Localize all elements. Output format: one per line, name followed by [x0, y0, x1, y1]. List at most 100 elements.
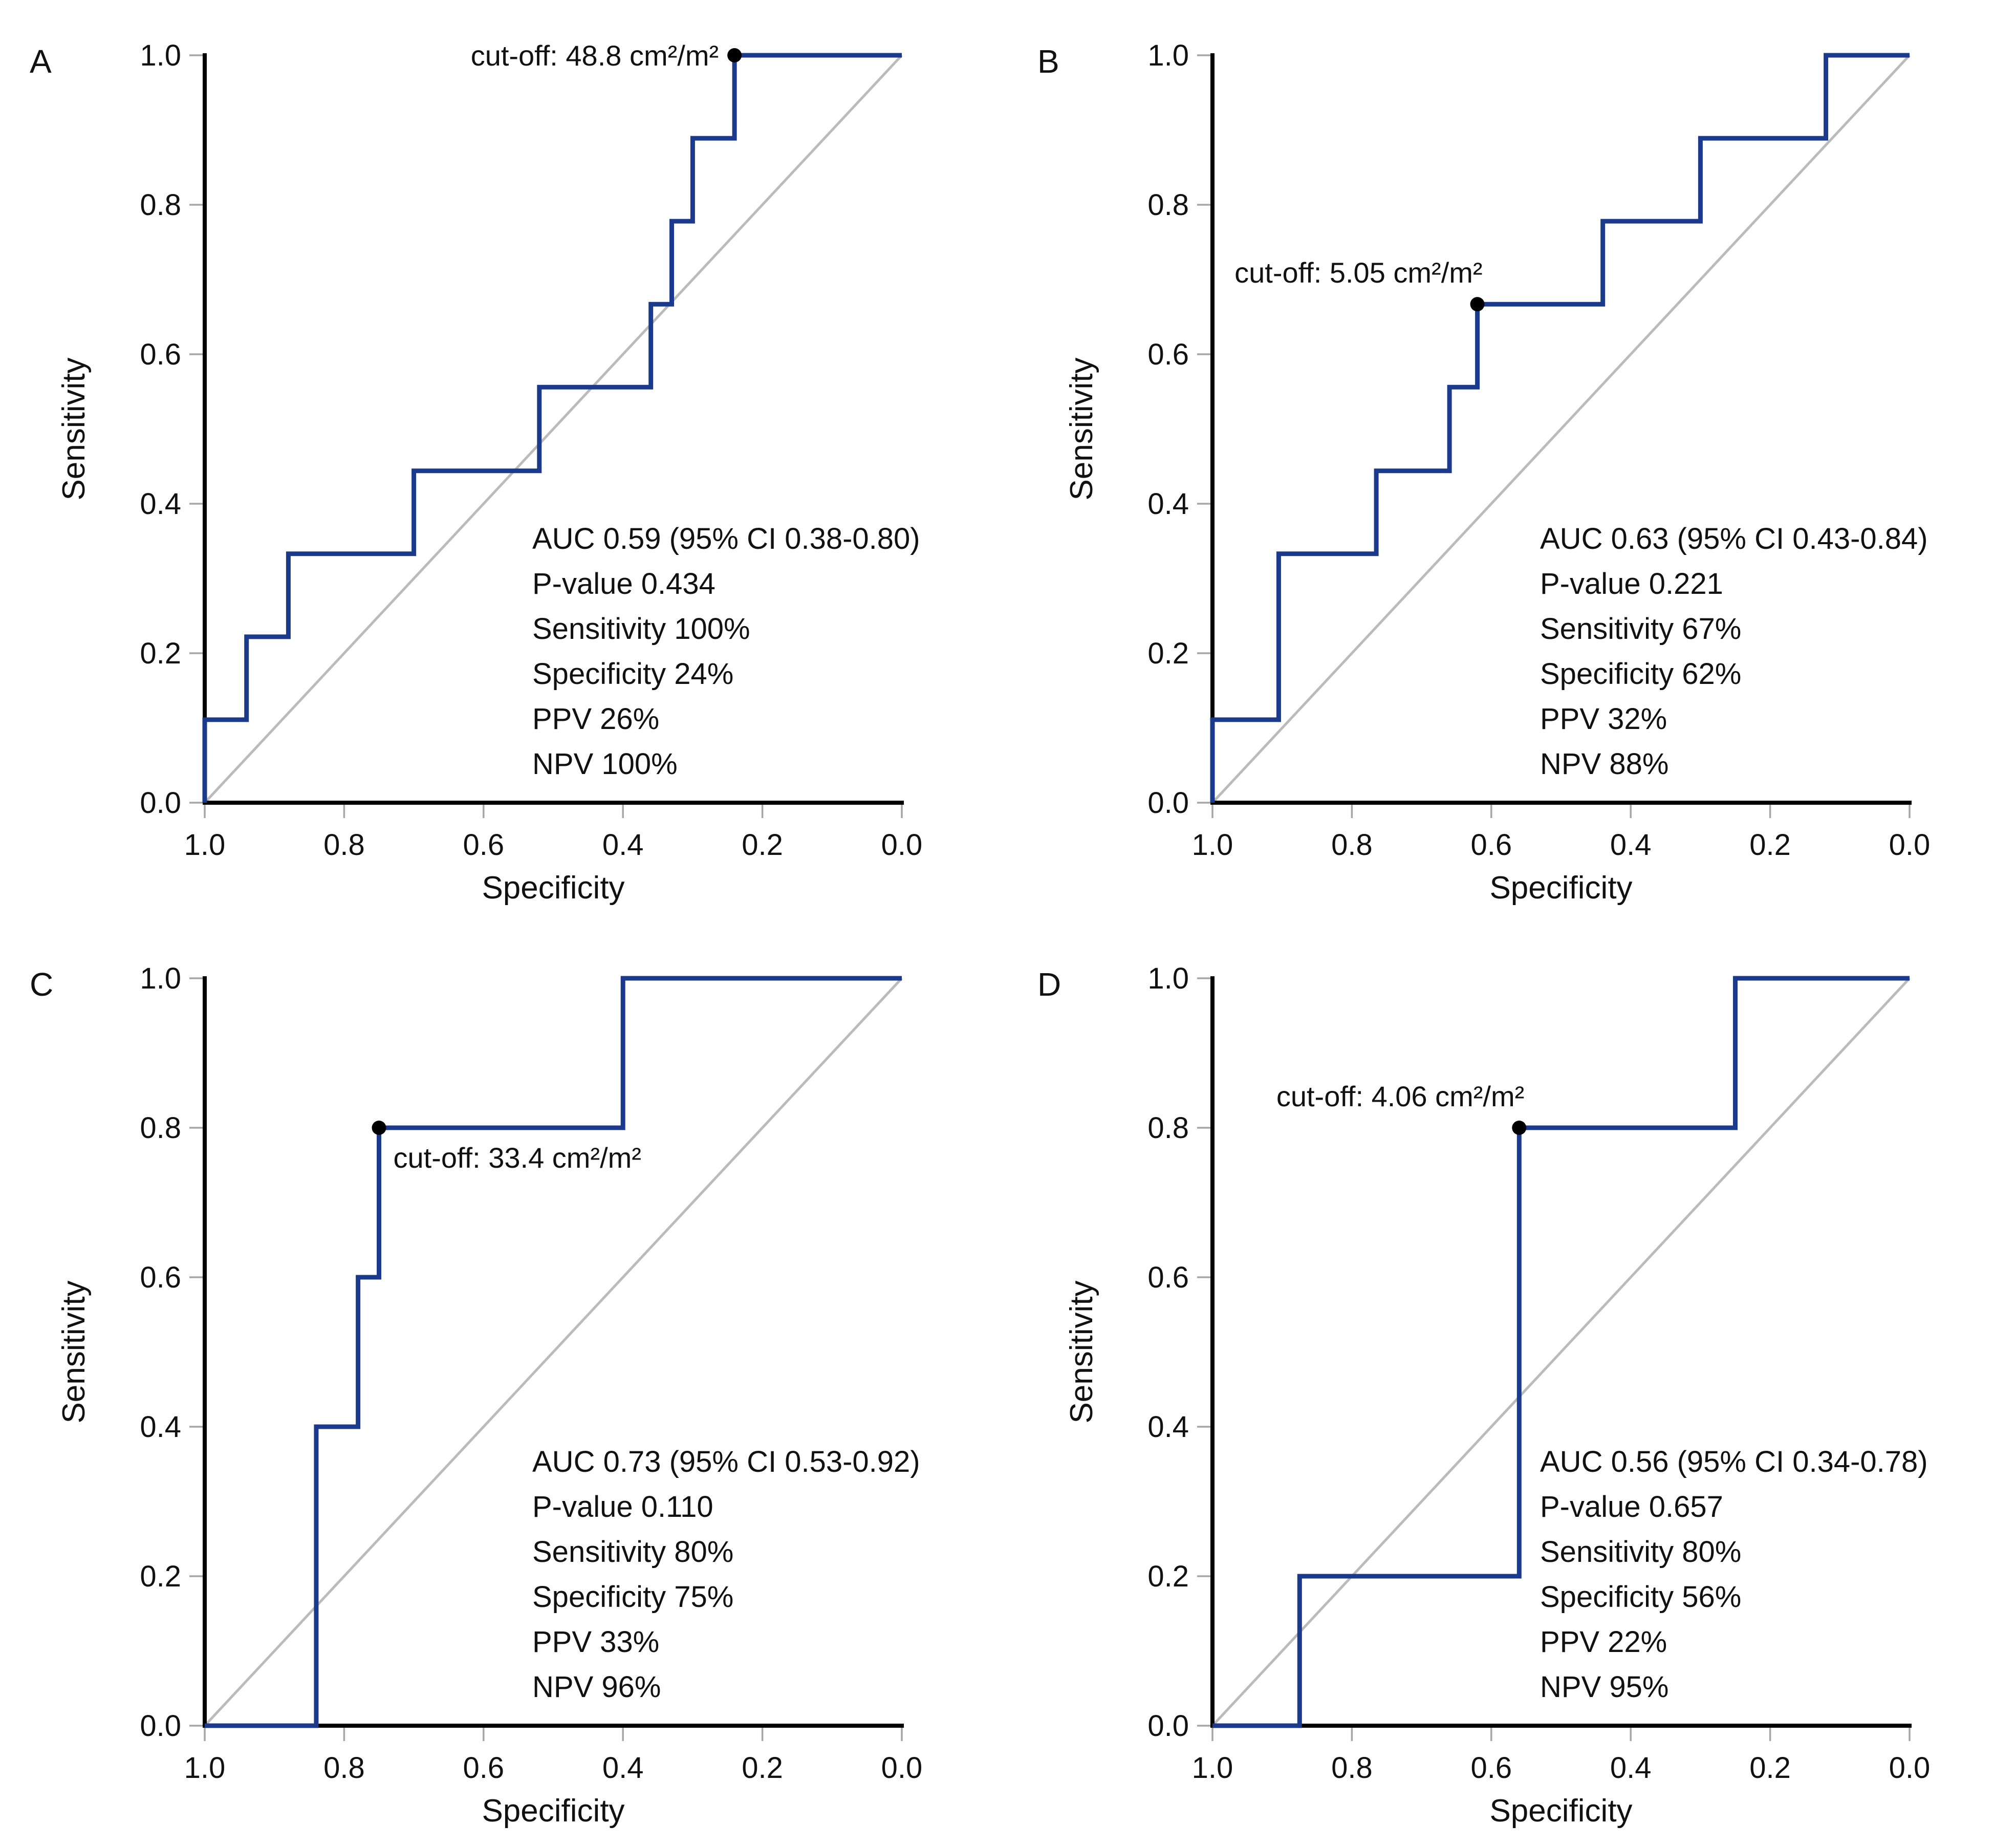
stats-line: AUC 0.56 (95% CI 0.34-0.78): [1540, 1445, 1928, 1478]
roc-chart-d: 1.0 0.8 0.6 0.4 0.2 0.0 0.0 0.2 0.4 0.6 0.8 1.0 cut-…: [1037, 962, 1930, 1829]
x-axis-tick-label: 0.6: [1470, 828, 1512, 862]
stats-line: AUC 0.59 (95% CI 0.38-0.80): [532, 522, 920, 555]
x-axis-tick-label: 0.2: [1749, 1751, 1791, 1785]
cutoff-point-marker: [1512, 1121, 1527, 1135]
x-axis-tick-label: 0.0: [881, 828, 923, 862]
cutoff-point-marker: [372, 1121, 386, 1135]
y-axis-tick-label: 1.0: [140, 962, 181, 995]
y-axis-tick-label: 1.0: [140, 39, 181, 72]
y-axis-tick-label: 0.6: [140, 1261, 181, 1294]
roc-chart-a: 1.0 0.8 0.6 0.4 0.2 0.0 0.0 0.2 0.4 0.6 0.8 1.0 cut-…: [30, 39, 923, 906]
panel-letter: C: [30, 966, 53, 1003]
roc-curve: [1210, 53, 1910, 803]
cutoff-label: cut-off: 4.06 cm²/m²: [1276, 1080, 1524, 1112]
stats-line: NPV 95%: [1540, 1670, 1668, 1704]
cutoff-point-marker: [727, 48, 742, 62]
x-axis-tick-label: 0.8: [1331, 1751, 1373, 1785]
y-axis-title: Sensitivity: [56, 357, 92, 500]
stats-line: Sensitivity 80%: [1540, 1535, 1741, 1569]
y-axis-title: Sensitivity: [1064, 357, 1099, 500]
y-axis-tick-label: 0.8: [140, 1111, 181, 1145]
panel-letter: A: [30, 43, 52, 80]
x-axis-tick-label: 0.4: [1610, 828, 1652, 862]
x-axis-tick-label: 0.2: [742, 828, 783, 862]
y-axis-tick-label: 0.2: [1147, 1560, 1189, 1593]
y-axis-tick-label: 0.8: [1147, 1111, 1189, 1145]
stats-line: AUC 0.73 (95% CI 0.53-0.92): [532, 1445, 920, 1478]
y-axis-title: Sensitivity: [1064, 1280, 1099, 1423]
chance-diagonal-line: [204, 54, 903, 804]
y-axis-tick-label: 0.0: [140, 786, 181, 820]
cutoff-label: cut-off: 48.8 cm²/m²: [471, 39, 719, 72]
panel-letter: D: [1037, 966, 1061, 1003]
y-axis-title: Sensitivity: [56, 1280, 92, 1423]
stats-line: Specificity 24%: [532, 657, 733, 691]
y-axis-tick-label: 0.6: [140, 338, 181, 371]
x-axis-tick-label: 0.4: [1610, 1751, 1652, 1785]
y-axis-tick-label: 1.0: [1147, 39, 1189, 72]
panel-d: 1.0 0.8 0.6 0.4 0.2 0.0 0.0 0.2 0.4 0.6 0.8 1.0 cut-…: [1008, 923, 2016, 1846]
x-axis-tick-label: 0.2: [1749, 828, 1791, 862]
y-axis-tick-label: 0.4: [1147, 487, 1189, 521]
stats-line: Specificity 75%: [532, 1580, 733, 1614]
x-axis-tick-label: 1.0: [1192, 828, 1233, 862]
cutoff-point-marker: [1470, 297, 1485, 312]
stats-line: PPV 22%: [1540, 1625, 1667, 1659]
stats-line: Specificity 62%: [1540, 657, 1741, 691]
y-axis-tick-label: 1.0: [1147, 962, 1189, 995]
x-axis-tick-label: 1.0: [184, 1751, 226, 1785]
stats-line: Sensitivity 100%: [532, 612, 750, 646]
stats-line: Sensitivity 80%: [532, 1535, 733, 1569]
roc-chart-b: 1.0 0.8 0.6 0.4 0.2 0.0 0.0 0.2 0.4 0.6 0.8 1.0 cut-…: [1037, 39, 1931, 906]
roc-curve: [1212, 976, 1910, 1728]
cutoff-label: cut-off: 5.05 cm²/m²: [1234, 256, 1482, 289]
y-axis-tick-label: 0.0: [140, 1709, 181, 1743]
x-axis-tick-label: 0.6: [463, 828, 504, 862]
y-axis-tick-label: 0.8: [140, 188, 181, 222]
stats-line: Sensitivity 67%: [1540, 612, 1741, 646]
y-axis-tick-label: 0.6: [1147, 338, 1189, 371]
y-axis-tick-label: 0.2: [140, 1560, 181, 1593]
x-axis-tick-label: 1.0: [184, 828, 226, 862]
stats-line: P-value 0.110: [532, 1490, 713, 1523]
stats-line: NPV 88%: [1540, 747, 1668, 781]
y-axis-tick-label: 0.4: [140, 1410, 181, 1444]
x-axis-tick-label: 0.4: [602, 828, 644, 862]
panel-c: 1.0 0.8 0.6 0.4 0.2 0.0 0.0 0.2 0.4 0.6 0.8 1.0 cut-…: [0, 923, 1008, 1846]
chance-diagonal-line: [1211, 977, 1911, 1727]
chance-diagonal-line: [1211, 54, 1911, 804]
roc-curve: [202, 53, 902, 803]
stats-line: AUC 0.63 (95% CI 0.43-0.84): [1540, 522, 1928, 555]
panel-b: 1.0 0.8 0.6 0.4 0.2 0.0 0.0 0.2 0.4 0.6 0.8 1.0 cut-…: [1008, 0, 2016, 923]
x-axis-tick-label: 0.0: [881, 1751, 923, 1785]
x-axis-tick-label: 1.0: [1192, 1751, 1233, 1785]
y-axis-tick-label: 0.0: [1147, 1709, 1189, 1743]
y-axis-tick-label: 0.4: [1147, 1410, 1189, 1444]
x-axis-tick-label: 0.8: [1331, 828, 1373, 862]
x-axis-title: Specificity: [1489, 870, 1632, 906]
y-axis-tick-label: 0.2: [140, 637, 181, 670]
x-axis-title: Specificity: [482, 1793, 624, 1829]
stats-line: Specificity 56%: [1540, 1580, 1741, 1614]
x-axis-title: Specificity: [1489, 1793, 1632, 1829]
stats-line: P-value 0.434: [532, 567, 716, 600]
x-axis-tick-label: 0.4: [602, 1751, 644, 1785]
cutoff-label: cut-off: 33.4 cm²/m²: [394, 1142, 641, 1174]
stats-line: NPV 100%: [532, 747, 678, 781]
y-axis-tick-label: 0.4: [140, 487, 181, 521]
chance-diagonal-line: [204, 977, 903, 1727]
stats-line: PPV 26%: [532, 702, 659, 736]
y-axis-tick-label: 0.6: [1147, 1261, 1189, 1294]
x-axis-tick-label: 0.8: [323, 828, 365, 862]
panel-letter: B: [1037, 43, 1059, 80]
stats-line: P-value 0.221: [1540, 567, 1723, 600]
panel-a: 1.0 0.8 0.6 0.4 0.2 0.0 0.0 0.2 0.4 0.6 0.8 1.0 cut-…: [0, 0, 1008, 923]
x-axis-tick-label: 0.6: [463, 1751, 504, 1785]
stats-line: PPV 32%: [1540, 702, 1667, 736]
x-axis-tick-label: 0.0: [1889, 828, 1931, 862]
x-axis-title: Specificity: [482, 870, 624, 906]
x-axis-tick-label: 0.2: [742, 1751, 783, 1785]
y-axis-tick-label: 0.8: [1147, 188, 1189, 222]
y-axis-tick-label: 0.0: [1147, 786, 1189, 820]
